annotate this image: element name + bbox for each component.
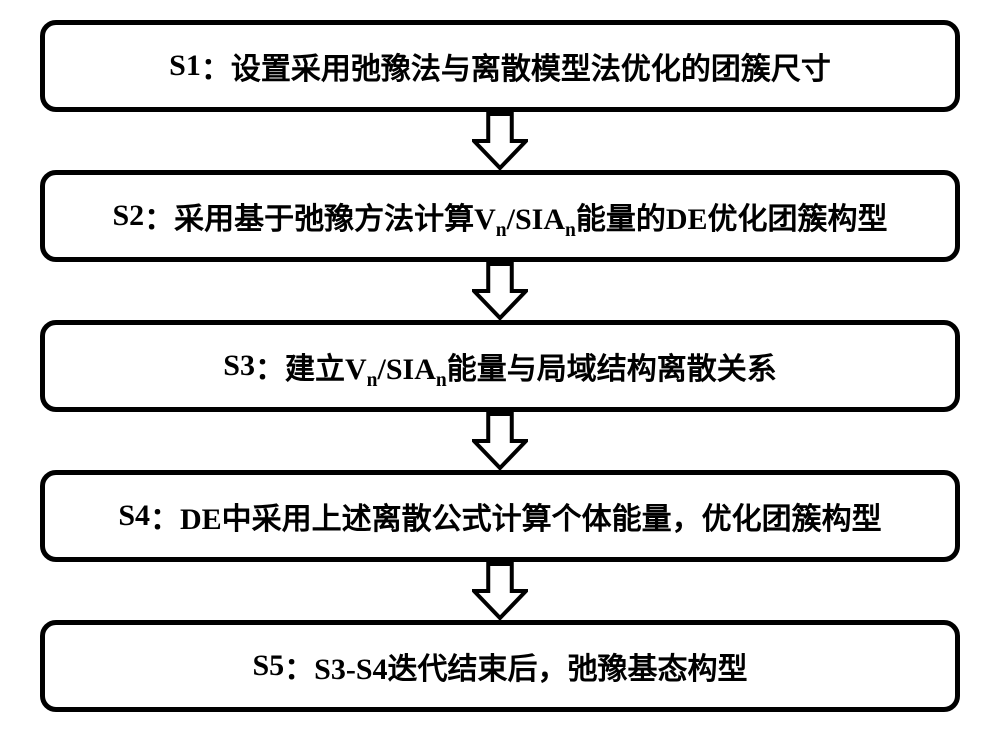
step-box-s3: S3：建立Vn/SIAn能量与局域结构离散关系 — [40, 320, 960, 412]
step-box-s5: S5：S3-S4迭代结束后，弛豫基态构型 — [40, 620, 960, 712]
step-text: DE中采用上述离散公式计算个体能量，优化团簇构型 — [180, 494, 882, 538]
step-text: 设置采用弛豫法与离散模型法优化的团簇尺寸 — [231, 44, 831, 88]
step-label: S2 — [112, 199, 144, 233]
down-arrow-icon — [472, 112, 528, 170]
step-text: 采用基于弛豫方法计算Vn/SIAn能量的DE优化团簇构型 — [174, 194, 887, 238]
step-separator: ： — [201, 44, 231, 88]
step-box-s2: S2：采用基于弛豫方法计算Vn/SIAn能量的DE优化团簇构型 — [40, 170, 960, 262]
step-separator: ： — [150, 494, 180, 538]
step-separator: ： — [255, 344, 285, 388]
down-arrow-icon — [472, 562, 528, 620]
step-label: S1 — [169, 49, 201, 83]
flowchart-column: S1：设置采用弛豫法与离散模型法优化的团簇尺寸S2：采用基于弛豫方法计算Vn/S… — [0, 20, 1000, 712]
step-text: S3-S4迭代结束后，弛豫基态构型 — [314, 644, 747, 688]
step-box-s4: S4：DE中采用上述离散公式计算个体能量，优化团簇构型 — [40, 470, 960, 562]
step-separator: ： — [284, 644, 314, 688]
step-label: S3 — [223, 349, 255, 383]
step-box-s1: S1：设置采用弛豫法与离散模型法优化的团簇尺寸 — [40, 20, 960, 112]
step-label: S4 — [118, 499, 150, 533]
step-label: S5 — [252, 649, 284, 683]
down-arrow-icon — [472, 412, 528, 470]
step-text: 建立Vn/SIAn能量与局域结构离散关系 — [285, 344, 777, 388]
step-separator: ： — [144, 194, 174, 238]
down-arrow-icon — [472, 262, 528, 320]
flowchart-canvas: S1：设置采用弛豫法与离散模型法优化的团簇尺寸S2：采用基于弛豫方法计算Vn/S… — [0, 0, 1000, 736]
